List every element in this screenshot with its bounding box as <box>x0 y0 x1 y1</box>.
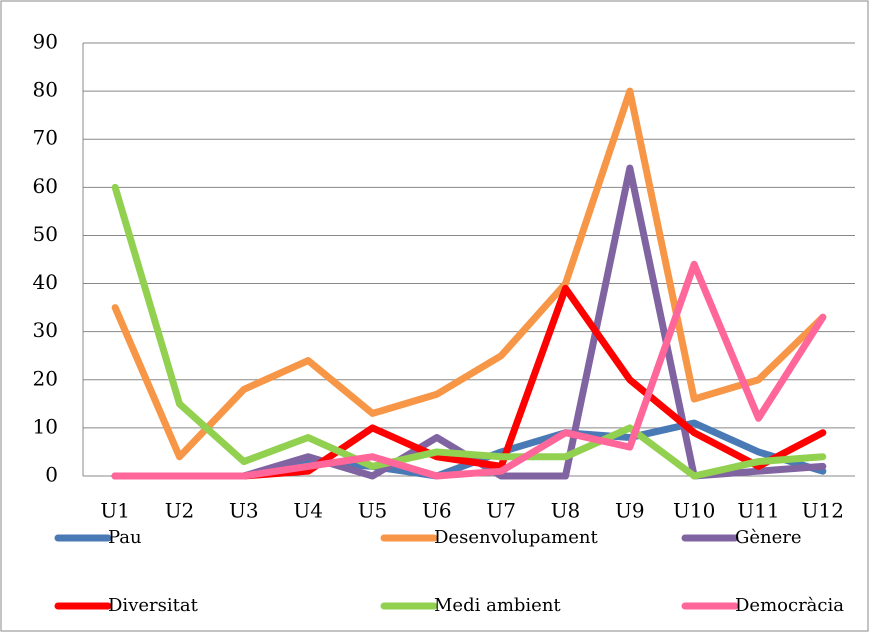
legend-label: Desenvolupament <box>434 527 598 548</box>
y-tick-label: 20 <box>33 366 58 390</box>
y-tick-label: 40 <box>33 270 58 294</box>
x-tick-label: U9 <box>615 499 645 523</box>
y-tick-label: 60 <box>33 174 58 198</box>
legend-label: Gènere <box>735 527 802 548</box>
x-tick-label: U12 <box>802 499 844 523</box>
y-tick-label: 90 <box>33 30 58 54</box>
x-tick-label: U3 <box>229 499 259 523</box>
y-tick-label: 70 <box>33 126 58 150</box>
legend-label: Pau <box>108 527 142 548</box>
y-tick-label: 10 <box>33 414 58 438</box>
x-tick-label: U8 <box>551 499 581 523</box>
x-tick-label: U7 <box>486 499 516 523</box>
y-tick-label: 30 <box>33 318 58 342</box>
x-tick-label: U11 <box>737 499 779 523</box>
y-tick-label: 50 <box>33 222 58 246</box>
legend-label: Democràcia <box>735 595 844 616</box>
x-tick-label: U6 <box>422 499 452 523</box>
legend-label: Medi ambient <box>434 595 561 616</box>
y-tick-label: 80 <box>33 78 58 102</box>
series-line <box>111 87 827 461</box>
x-tick-label: U4 <box>293 499 323 523</box>
x-tick-label: U1 <box>100 499 130 523</box>
y-tick-label: 0 <box>45 463 58 487</box>
x-tick-label: U10 <box>673 499 715 523</box>
x-tick-label: U2 <box>165 499 195 523</box>
series-line <box>111 183 827 480</box>
legend-label: Diversitat <box>108 595 199 616</box>
series-line <box>111 260 827 480</box>
x-tick-label: U5 <box>358 499 388 523</box>
